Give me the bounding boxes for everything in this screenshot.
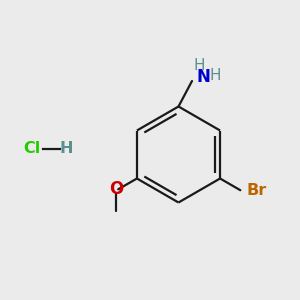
Text: N: N — [196, 68, 210, 86]
Text: Br: Br — [247, 183, 267, 198]
Text: H: H — [60, 141, 73, 156]
Text: O: O — [109, 180, 123, 198]
Text: H: H — [209, 68, 220, 83]
Text: Cl: Cl — [23, 141, 40, 156]
Text: H: H — [193, 58, 205, 74]
